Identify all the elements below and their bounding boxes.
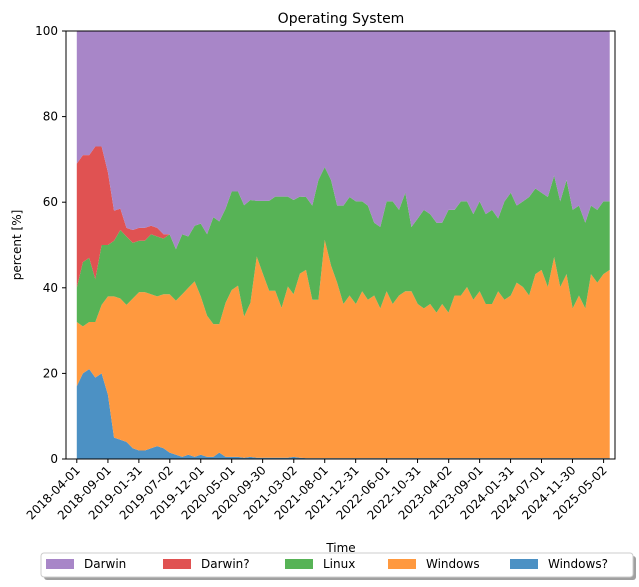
legend-label: Linux (323, 557, 355, 571)
y-axis-title: percent [%] (10, 210, 24, 281)
chart-title: Operating System (278, 11, 405, 27)
legend-swatch (163, 559, 191, 569)
y-tick-label: 80 (43, 110, 58, 124)
area-darwin (76, 31, 610, 250)
legend-swatch (285, 559, 313, 569)
y-tick-label: 60 (43, 195, 58, 209)
area-linux (76, 167, 610, 327)
x-axis-title: Time (325, 541, 355, 555)
y-tick-label: 0 (50, 452, 58, 466)
y-axis: 0 20 40 60 80 100 (35, 24, 66, 466)
legend: Darwin Darwin? Linux Windows Windows? (40, 552, 636, 580)
y-tick-label: 20 (43, 366, 58, 380)
legend-label: Windows (426, 557, 480, 571)
legend-label: Darwin (84, 557, 126, 571)
y-tick-label: 100 (35, 24, 58, 38)
area-layers (76, 31, 610, 459)
legend-swatch (388, 559, 416, 569)
area-windows-unknown (76, 369, 610, 459)
area-windows (76, 239, 610, 459)
legend-swatch (510, 559, 538, 569)
plot-frame (65, 30, 616, 460)
y-tick-label: 40 (43, 281, 58, 295)
legend-swatch (46, 559, 74, 569)
x-axis: 2018-04-012018-09-012019-01-312019-07-02… (24, 459, 610, 522)
legend-label: Windows? (548, 557, 608, 571)
legend-label: Darwin? (201, 557, 250, 571)
